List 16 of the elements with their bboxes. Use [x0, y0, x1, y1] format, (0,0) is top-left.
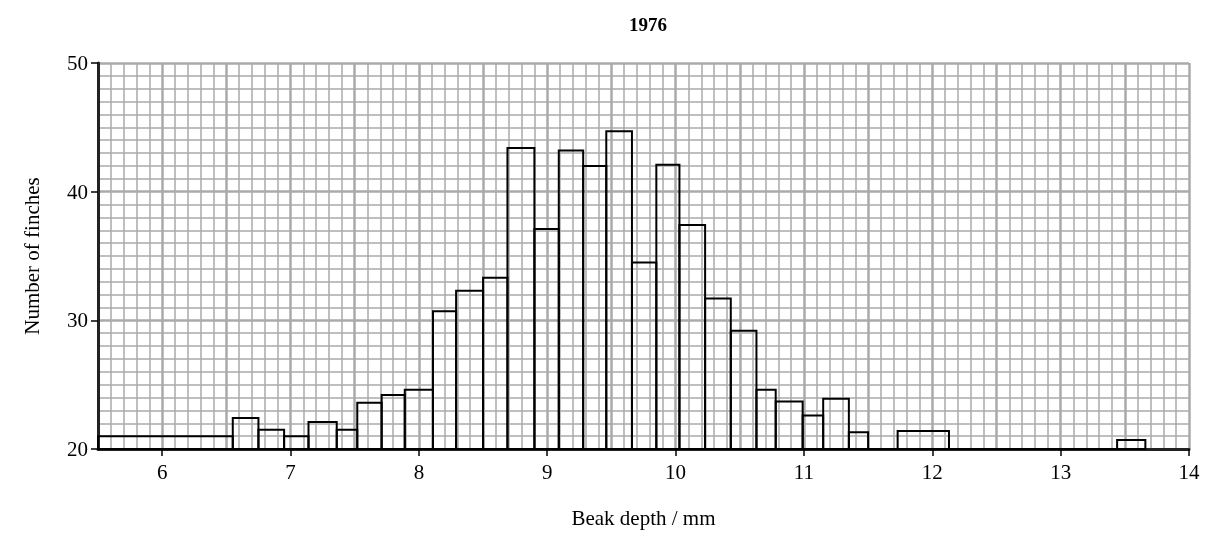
y-tick-label: 50 [67, 51, 88, 75]
y-tick-label: 40 [67, 179, 88, 204]
x-tick-label: 12 [921, 459, 943, 484]
x-tick-label: 9 [541, 459, 553, 484]
x-tick-label: 7 [285, 459, 296, 484]
x-tick-label: 11 [793, 459, 815, 484]
chart-title: 1976 [629, 14, 667, 35]
x-tick-label: 6 [156, 459, 168, 484]
x-tick-label: 8 [413, 459, 425, 484]
y-tick-label: 30 [67, 308, 88, 333]
y-tick-label: 20 [67, 437, 88, 461]
x-tick-label: 13 [1050, 459, 1072, 484]
x-tick-label: 10 [665, 459, 687, 484]
x-tick-label: 14 [1178, 459, 1200, 484]
x-axis-title: Beak depth / mm [571, 505, 716, 530]
y-axis-title: Number of finches [19, 177, 44, 335]
